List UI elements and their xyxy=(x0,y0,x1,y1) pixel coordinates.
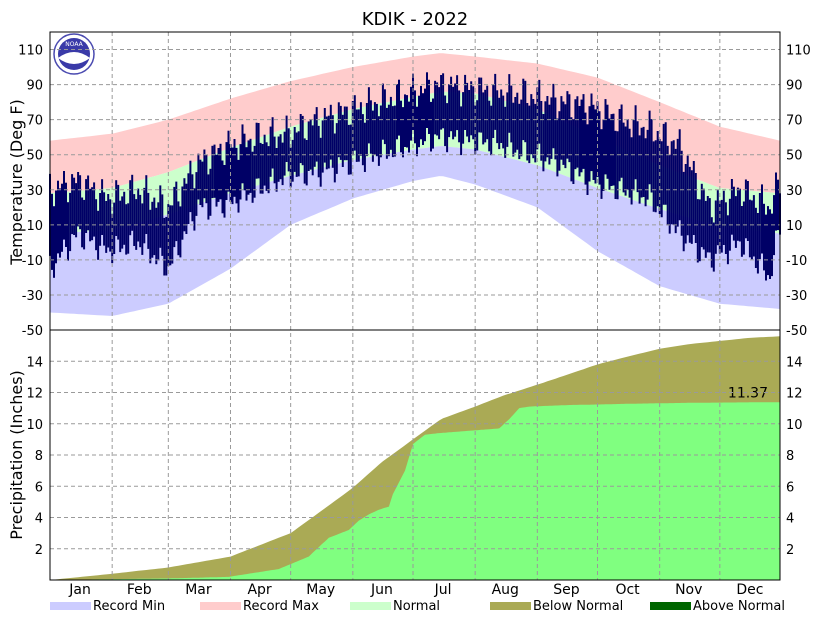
month-label: Mar xyxy=(185,582,212,598)
temp-tick-right: -10 xyxy=(786,254,807,269)
noaa-logo: NOAA xyxy=(53,33,95,75)
month-label: Nov xyxy=(675,582,702,598)
precipitation-frame xyxy=(49,329,781,581)
temp-tick-left: 30 xyxy=(26,184,43,199)
precip-tick-left: 10 xyxy=(26,418,43,433)
precip-tick-right: 4 xyxy=(786,512,794,527)
legend-item: Record Max xyxy=(200,599,319,614)
precip-tick-left: 8 xyxy=(35,449,43,464)
legend-item: Above Normal xyxy=(650,599,785,614)
temp-tick-left: 90 xyxy=(26,79,43,94)
month-label: Feb xyxy=(127,582,152,598)
noaa-logo-text: NOAA xyxy=(65,41,83,48)
tick-labels: 110 110 90 90 70 70 50 50 30 30 10 10 -10 -10 -30 -30 -5… xyxy=(18,44,811,598)
precip-total-label: 11.37 xyxy=(728,385,768,401)
temp-tick-right: 10 xyxy=(786,219,803,234)
grid-lines xyxy=(50,32,780,580)
temp-tick-right: -50 xyxy=(786,324,807,339)
precip-tick-right: 6 xyxy=(786,480,794,495)
legend-label: Normal xyxy=(393,599,440,614)
legend-label: Above Normal xyxy=(693,599,785,614)
temp-tick-left: 110 xyxy=(18,44,43,59)
precip-tick-left: 14 xyxy=(26,355,43,370)
temp-tick-right: 30 xyxy=(786,184,803,199)
month-label: Dec xyxy=(736,582,763,598)
month-label: Sep xyxy=(553,582,580,598)
month-label: Oct xyxy=(615,582,640,598)
month-label: Apr xyxy=(247,582,271,598)
precip-tick-left: 4 xyxy=(35,512,43,527)
legend-label: Record Min xyxy=(93,599,165,614)
legend-label: Below Normal xyxy=(533,599,623,614)
month-label: Aug xyxy=(492,582,519,598)
month-label: Jun xyxy=(370,582,393,598)
temp-tick-left: 50 xyxy=(26,149,43,164)
precip-tick-right: 8 xyxy=(786,449,794,464)
temp-tick-right: 110 xyxy=(786,44,811,59)
legend-swatch xyxy=(200,602,241,610)
temp-tick-right: -30 xyxy=(786,289,807,304)
temperature-panel xyxy=(49,53,781,316)
month-label: Jul xyxy=(434,582,452,598)
temp-tick-right: 50 xyxy=(786,149,803,164)
legend-swatch xyxy=(50,602,91,610)
temp-tick-left: -50 xyxy=(22,324,43,339)
legend-label: Record Max xyxy=(243,599,319,614)
precip-tick-left: 2 xyxy=(35,543,43,558)
legend-swatch xyxy=(650,602,691,610)
precip-tick-left: 12 xyxy=(26,387,43,402)
temp-tick-left: 10 xyxy=(26,219,43,234)
temp-tick-right: 90 xyxy=(786,79,803,94)
legend-swatch xyxy=(350,602,391,610)
legend-item: Record Min xyxy=(50,599,165,614)
temp-tick-right: 70 xyxy=(786,114,803,129)
temperature-axis-label: Temperature (Deg F) xyxy=(7,99,26,266)
precipitation-axis-label: Precipitation (Inches) xyxy=(7,370,26,540)
precip-tick-right: 2 xyxy=(786,543,794,558)
precip-tick-right: 10 xyxy=(786,418,803,433)
precipitation-panel: 11.37 xyxy=(50,336,780,580)
legend-item: Below Normal xyxy=(490,599,623,614)
legend-swatch xyxy=(490,602,531,610)
month-label: Jan xyxy=(68,582,91,598)
temp-tick-left: 70 xyxy=(26,114,43,129)
chart-title: KDIK - 2022 xyxy=(362,9,469,30)
precip-tick-right: 12 xyxy=(786,387,803,402)
precip-tick-right: 14 xyxy=(786,355,803,370)
temp-tick-left: -10 xyxy=(22,254,43,269)
precip-tick-left: 6 xyxy=(35,480,43,495)
legend-item: Normal xyxy=(350,599,440,614)
legend: Record Min Record Max Normal Below Normal Ab… xyxy=(50,599,785,614)
observed-precip-area xyxy=(50,402,780,580)
month-label: May xyxy=(306,582,335,598)
temp-tick-left: -30 xyxy=(22,289,43,304)
